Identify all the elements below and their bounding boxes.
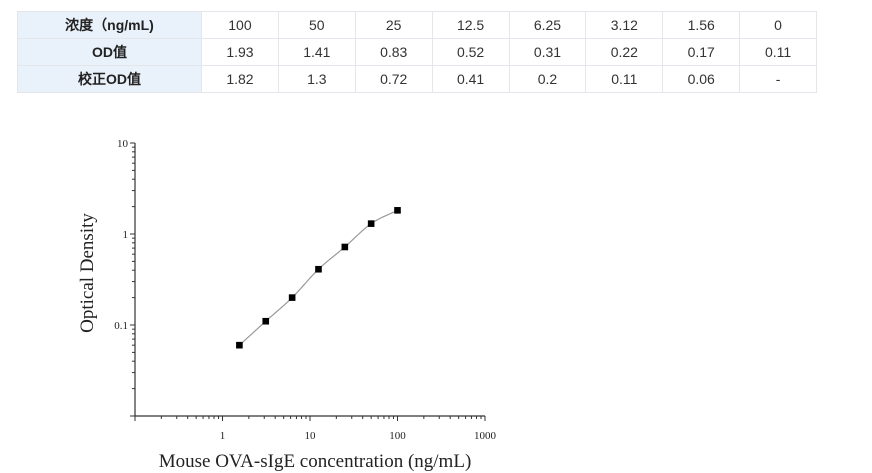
table-cell: 6.25 (508, 11, 587, 39)
table-cell: 1.82 (201, 65, 279, 93)
data-table: 浓度（ng/mL) 100 50 25 12.5 6.25 3.12 1.56 0 OD值 1.93… (17, 11, 817, 93)
x-axis-label: Mouse OVA-sIgE concentration (ng/mL) (159, 451, 472, 472)
row-header: 浓度（ng/mL) (17, 11, 202, 39)
table-cell: 0.72 (354, 65, 433, 93)
row-header: 校正OD值 (17, 65, 202, 93)
y-tick-label: 10 (117, 138, 129, 150)
table-cell: 0.83 (354, 38, 433, 66)
table-cell: - (739, 65, 817, 93)
fit-curve (238, 209, 398, 346)
data-point (262, 317, 270, 325)
table-cell: 50 (277, 11, 356, 39)
table-cell: 0.41 (431, 65, 510, 93)
data-point (236, 341, 243, 349)
tick-labels: 1 10 100 1000 0.1 1 10 (114, 138, 496, 442)
table-row: 浓度（ng/mL) 100 50 25 12.5 6.25 3.12 1.56 0 (17, 11, 817, 39)
table-cell: 0 (739, 11, 817, 39)
table-cell: 12.5 (431, 11, 510, 39)
y-axis-label: Optical Density (77, 213, 98, 333)
x-tick-label: 1 (220, 430, 226, 442)
table-cell: 0.17 (662, 38, 741, 66)
x-tick-label: 1000 (474, 430, 497, 442)
table-cell: 0.06 (662, 65, 741, 93)
data-point (394, 207, 401, 214)
x-tick-label: 100 (389, 430, 406, 442)
y-tick-label: 0.1 (114, 320, 128, 332)
data-point (367, 220, 375, 227)
data-point (288, 294, 296, 301)
table-cell: 1.41 (277, 38, 356, 66)
y-tick-label: 1 (123, 229, 129, 241)
data-points (236, 207, 401, 349)
table-cell: 0.2 (508, 65, 587, 93)
table-cell: 1.3 (277, 65, 356, 93)
x-tick-label: 10 (305, 430, 317, 442)
table-cell: 0.11 (739, 38, 817, 66)
table-cell: 0.11 (585, 65, 664, 93)
axes (130, 142, 486, 421)
table-cell: 3.12 (585, 11, 664, 39)
table-cell: 0.31 (508, 38, 587, 66)
row-header: OD值 (17, 38, 202, 66)
table-cell: 100 (201, 11, 279, 39)
table-row: 校正OD值 1.82 1.3 0.72 0.41 0.2 0.11 0.06- (17, 65, 817, 93)
data-point (315, 265, 322, 273)
data-point (341, 243, 349, 251)
